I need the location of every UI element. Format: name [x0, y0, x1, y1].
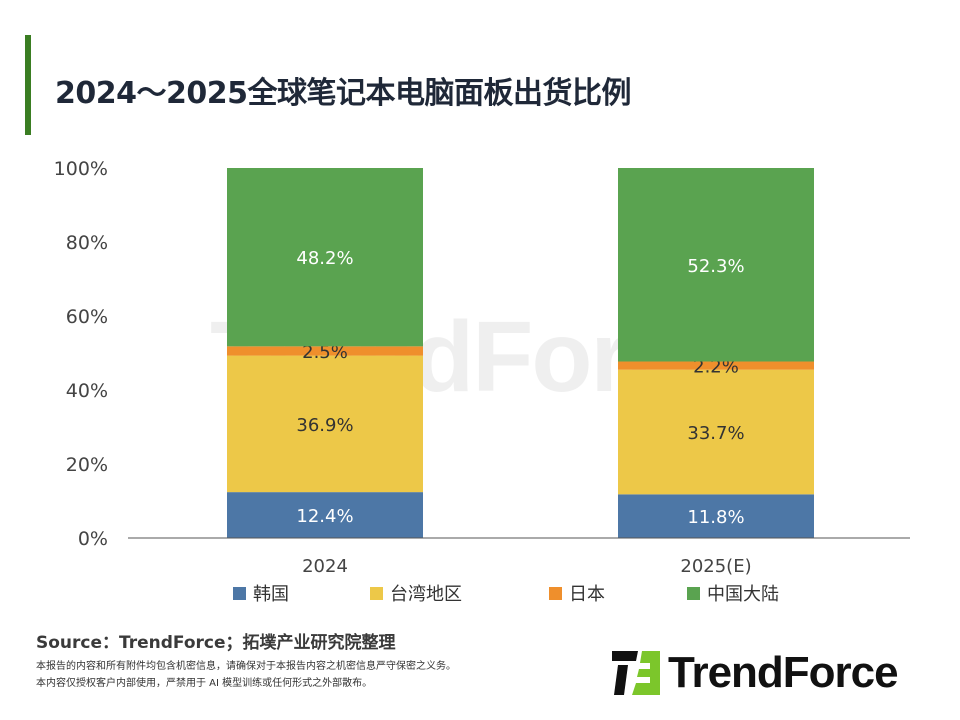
stacked-bar-chart: 0% 20% 40% 60% 80% 100% 12.4% 36.9% 2.5% 48.2% 202…	[54, 158, 910, 577]
bar-segment	[227, 355, 423, 493]
logo-mark-icon	[612, 651, 660, 695]
y-tick-label: 80%	[66, 232, 108, 254]
legend-swatch	[233, 586, 246, 600]
bar-segment	[227, 492, 423, 538]
legend-label: 台湾地区	[390, 584, 462, 605]
data-label: 12.4%	[296, 506, 353, 527]
data-label: 2.5%	[302, 342, 348, 363]
legend-swatch	[549, 586, 562, 600]
legend-label: 韩国	[253, 584, 289, 605]
data-label: 33.7%	[687, 423, 744, 444]
confidentiality-note: 本报告的内容和所有附件均包含机密信息，请确保对于本报告内容之机密信息严守保密之义…	[36, 661, 456, 672]
bar-segment	[227, 168, 423, 347]
x-tick-label: 2024	[302, 556, 348, 577]
y-tick-label: 100%	[54, 158, 108, 180]
bar-segment	[618, 369, 814, 495]
data-label: 48.2%	[296, 248, 353, 269]
data-label: 2.2%	[693, 357, 739, 378]
logo-text: TrendForce	[668, 648, 899, 697]
legend-item: 中国大陆	[687, 580, 779, 606]
legend-label: 日本	[569, 584, 605, 605]
legend-label: 中国大陆	[707, 584, 779, 605]
bar-segment	[618, 361, 814, 370]
legend: 韩国 台湾地区 日本 中国大陆	[0, 580, 960, 606]
title-accent-bar	[25, 35, 31, 135]
usage-note: 本内容仅授权客户内部使用，严禁用于 AI 模型训练或任何形式之外部散布。	[36, 678, 373, 689]
bar-segment	[618, 168, 814, 362]
legend-swatch	[687, 586, 700, 600]
source-text: Source：TrendForce；拓墣产业研究院整理	[36, 633, 396, 653]
bar-segment	[227, 346, 423, 356]
data-label: 52.3%	[687, 256, 744, 277]
chart-title: 2024～2025全球笔记本电脑面板出货比例	[55, 76, 632, 111]
legend-item: 台湾地区	[370, 580, 462, 606]
y-tick-label: 0%	[78, 528, 108, 550]
y-tick-label: 40%	[66, 380, 108, 402]
y-tick-label: 20%	[66, 454, 108, 476]
bar-segment	[618, 494, 814, 538]
data-label: 11.8%	[687, 507, 744, 528]
data-label: 36.9%	[296, 415, 353, 436]
x-tick-label: 2025(E)	[680, 556, 751, 577]
trendforce-logo: TrendForce	[612, 648, 899, 698]
y-tick-label: 60%	[66, 306, 108, 328]
legend-item: 日本	[549, 580, 605, 606]
legend-swatch	[370, 586, 383, 600]
legend-item: 韩国	[233, 580, 289, 606]
